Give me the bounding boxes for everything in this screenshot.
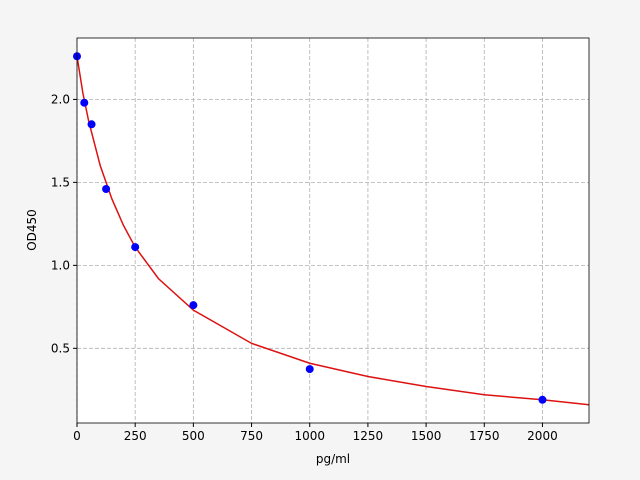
x-axis-label: pg/ml [316,452,350,466]
data-point [189,301,198,310]
y-tick-label: 2.0 [51,92,70,106]
y-tick-label: 1.5 [51,175,70,189]
x-tick-label: 500 [182,429,205,443]
data-point [538,395,547,404]
y-tick-label: 1.0 [51,258,70,272]
x-tick-label: 250 [124,429,147,443]
y-tick-label: 0.5 [51,341,70,355]
x-tick-label: 1750 [469,429,500,443]
data-point [80,98,89,107]
x-tick-label: 1250 [353,429,384,443]
fit-curve [77,56,589,406]
plot-area [77,38,589,423]
x-tick-label: 2000 [527,429,558,443]
x-tick-label: 1000 [294,429,325,443]
data-point [131,243,140,252]
axes-frame [76,37,590,424]
y-axis-label: OD450 [25,209,39,251]
x-tick-label: 750 [240,429,263,443]
data-point [87,120,96,129]
x-tick-label: 1500 [411,429,442,443]
x-tick-label: 0 [73,429,81,443]
data-point [102,185,111,194]
data-point [305,365,314,374]
